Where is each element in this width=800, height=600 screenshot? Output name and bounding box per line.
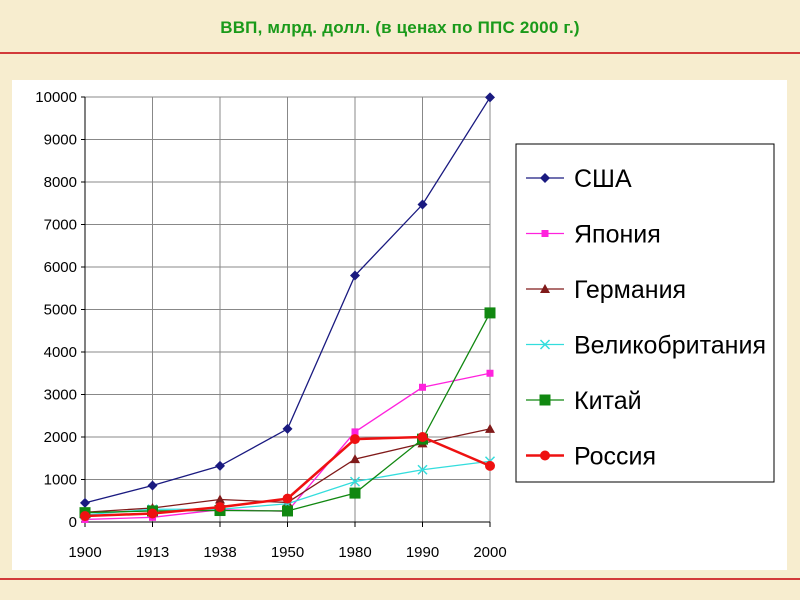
y-tick-label: 5000: [44, 302, 77, 319]
data-point: [282, 505, 293, 517]
y-tick-label: 2000: [44, 429, 77, 446]
legend-marker: [540, 173, 550, 183]
x-tick-label: 1990: [406, 544, 439, 561]
legend: США Япония Германия Великобритания Китай Росс…: [515, 143, 775, 483]
legend-marker: [540, 450, 550, 461]
y-tick-label: 10000: [35, 89, 77, 106]
chart-panel: 0 1000 2000 3000 4000 5000 6000 7000 8000 9000 100…: [12, 80, 787, 570]
legend-item: Россия: [526, 443, 656, 471]
legend-marker: [541, 230, 549, 237]
y-tick-label: 3000: [44, 387, 77, 404]
legend-label: США: [574, 165, 632, 193]
legend-item: Великобритания: [526, 332, 766, 360]
data-point: [282, 423, 293, 434]
data-point: [147, 508, 158, 519]
y-tick-label: 7000: [44, 217, 77, 234]
series-россия: [80, 432, 495, 522]
legend-item: США: [526, 165, 632, 193]
legend-item: Китай: [526, 387, 642, 415]
x-tick-label: 1938: [203, 544, 236, 561]
data-point: [484, 307, 496, 319]
data-point: [80, 497, 90, 508]
y-tick-label: 6000: [44, 259, 77, 276]
grid-lines: [85, 96, 491, 523]
slide-title: ВВП, млрд. долл. (в ценах по ППС 2000 г.…: [220, 18, 580, 37]
series-сша: [80, 92, 495, 508]
legend-label: Китай: [574, 387, 642, 415]
legend-label: Япония: [574, 221, 661, 249]
legend-label: Германия: [574, 276, 686, 304]
data-point: [80, 511, 90, 522]
y-tick-label: 4000: [44, 344, 77, 361]
data-point: [215, 494, 225, 504]
x-tick-label: 1980: [338, 544, 371, 561]
axes: 0 1000 2000 3000 4000 5000 6000 7000 8000 9000 100…: [35, 89, 506, 561]
y-tick-label: 9000: [44, 132, 77, 149]
legend-label: Великобритания: [574, 332, 766, 360]
y-tick-label: 0: [69, 514, 77, 531]
legend-item: Германия: [526, 276, 686, 304]
bottom-divider: [0, 578, 800, 580]
data-point: [215, 460, 225, 471]
y-tick-label: 1000: [44, 472, 77, 489]
data-point: [417, 199, 428, 210]
line-chart: 0 1000 2000 3000 4000 5000 6000 7000 8000 9000 100…: [35, 89, 775, 561]
data-point: [350, 454, 360, 464]
data-point: [485, 460, 495, 471]
legend-marker: [539, 394, 551, 406]
data-point: [147, 480, 158, 491]
data-point: [215, 502, 225, 513]
legend-label: Россия: [574, 443, 656, 471]
x-tick-label: 1950: [271, 544, 304, 561]
legend-item: Япония: [526, 221, 661, 249]
x-tick-label: 1913: [136, 544, 169, 561]
data-point: [486, 369, 494, 377]
data-point: [351, 428, 359, 436]
data-point: [419, 383, 426, 391]
data-point: [350, 434, 360, 445]
data-point: [485, 92, 495, 103]
x-tick-label: 2000: [473, 544, 506, 561]
data-point: [485, 423, 495, 433]
data-point: [417, 464, 428, 475]
data-point: [417, 432, 428, 442]
top-divider: [0, 52, 800, 54]
legend-marker: [540, 284, 550, 293]
data-point: [282, 493, 293, 504]
legend-marker: [539, 339, 551, 350]
x-tick-label: 1900: [68, 544, 101, 561]
data-point: [350, 270, 360, 281]
data-point: [349, 487, 361, 499]
data-point: [349, 476, 361, 487]
legend-box: [515, 143, 775, 483]
y-tick-label: 8000: [44, 174, 77, 191]
series-lines: [79, 92, 496, 523]
